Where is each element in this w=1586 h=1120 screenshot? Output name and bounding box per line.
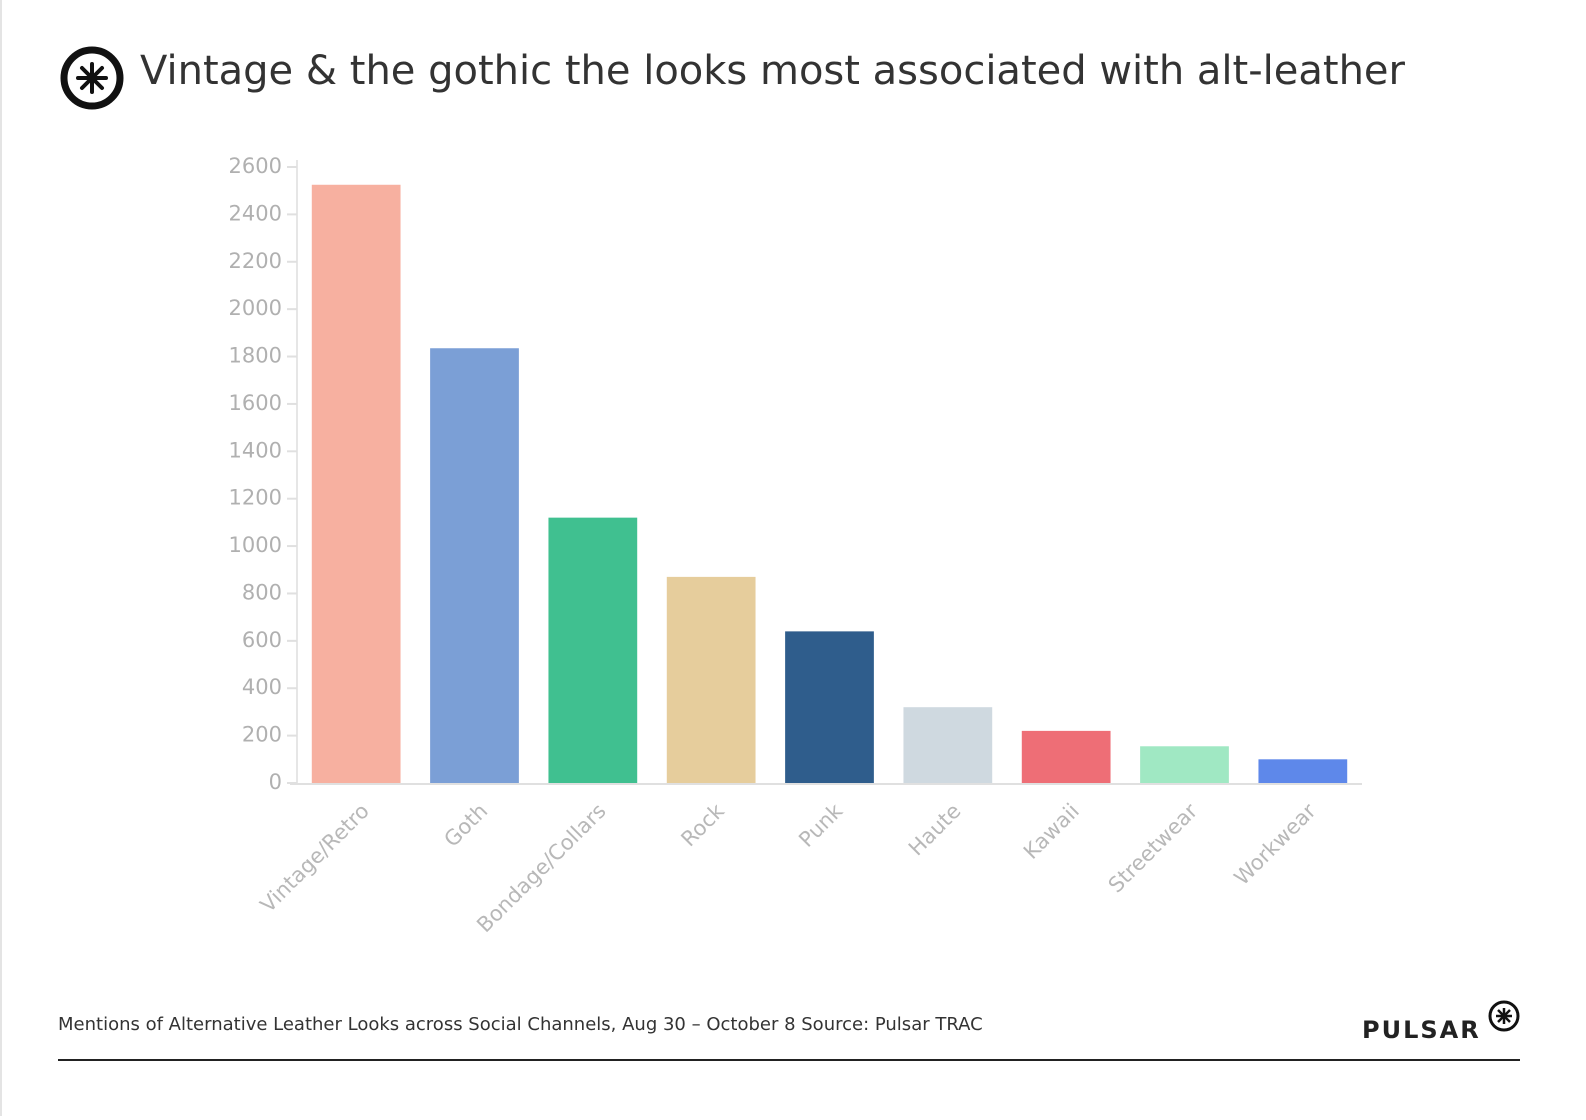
bar xyxy=(311,184,401,783)
y-tick-label: 2200 xyxy=(229,249,282,273)
y-tick-label: 0 xyxy=(269,770,282,794)
y-tick-label: 200 xyxy=(242,723,282,747)
bar xyxy=(1140,746,1229,783)
x-tick-label: Goth xyxy=(439,799,492,852)
bar xyxy=(1021,730,1111,783)
bar xyxy=(548,517,638,783)
x-tick-label: Bondage/Collars xyxy=(472,799,610,937)
y-tick-label: 400 xyxy=(242,675,282,699)
bar xyxy=(903,707,993,783)
y-tick-label: 2400 xyxy=(229,201,282,225)
caption: Mentions of Alternative Leather Looks ac… xyxy=(58,1014,983,1035)
y-tick-label: 1000 xyxy=(229,533,282,557)
x-tick-label: Streetwear xyxy=(1104,799,1203,898)
y-tick-label: 600 xyxy=(242,628,282,652)
x-tick-label: Vintage/Retro xyxy=(256,799,374,917)
y-tick-label: 1800 xyxy=(229,344,282,368)
logo xyxy=(60,46,124,110)
bar xyxy=(785,631,874,783)
x-tick-label: Punk xyxy=(794,798,848,852)
x-tick-label: Haute xyxy=(904,799,966,861)
x-tick-label: Rock xyxy=(676,798,729,851)
y-tick-label: 1200 xyxy=(229,486,282,510)
chart-title: Vintage & the gothic the looks most asso… xyxy=(140,48,1406,94)
bar xyxy=(430,348,519,783)
bar xyxy=(1258,759,1348,783)
y-tick-label: 800 xyxy=(242,580,282,604)
y-tick-label: 2000 xyxy=(229,296,282,320)
x-tick-label: Kawaii xyxy=(1019,799,1084,864)
y-tick-label: 2600 xyxy=(229,154,282,178)
brand-logo xyxy=(1488,1000,1520,1032)
y-tick-label: 1600 xyxy=(229,391,282,415)
x-tick-label: Workwear xyxy=(1230,799,1321,890)
brand: PULSAR xyxy=(1362,1016,1481,1044)
bar xyxy=(666,576,756,783)
y-tick-label: 1400 xyxy=(229,438,282,462)
